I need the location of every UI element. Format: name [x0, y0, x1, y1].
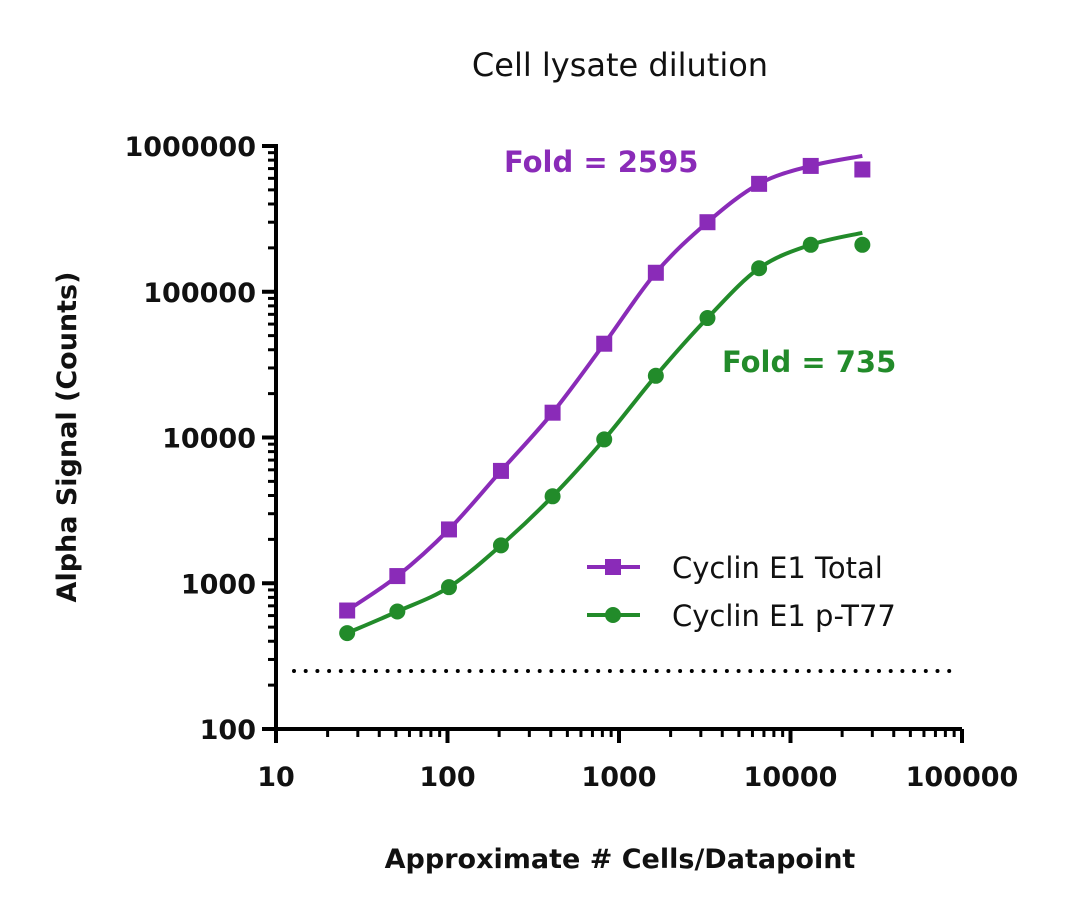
data-point-circle [647, 367, 664, 384]
legend-marker-square [605, 559, 621, 575]
legend-label-pt77: Cyclin E1 p-T77 [672, 599, 896, 633]
x-tick-label: 10 [257, 762, 295, 793]
legend-label-total: Cyclin E1 Total [672, 551, 883, 585]
data-point-circle [339, 625, 356, 642]
data-point-square [440, 521, 457, 538]
data-point-circle [544, 488, 561, 505]
legend-marker-circle [605, 607, 621, 623]
data-point-square [647, 264, 664, 281]
series-line-0 [346, 153, 863, 613]
y-tick-label: 1000 [181, 569, 256, 600]
x-tick-label: 10000 [744, 762, 838, 793]
data-point-circle [596, 431, 613, 448]
fold-annotation-total: Fold = 2595 [504, 145, 698, 179]
data-point-square [339, 602, 356, 619]
data-point-circle [389, 603, 406, 620]
data-point-square [544, 404, 561, 421]
y-tick-label: 100000 [143, 278, 256, 309]
y-tick-label: 10000 [162, 424, 256, 455]
data-point-circle [440, 579, 457, 596]
data-point-square [751, 175, 768, 192]
data-point-square [492, 462, 509, 479]
series-group [339, 153, 871, 642]
data-point-circle [699, 310, 716, 327]
y-tick-label: 1000000 [124, 132, 256, 163]
x-tick-label: 1000 [581, 762, 656, 793]
y-tick-label: 100 [200, 715, 256, 746]
data-point-square [389, 568, 406, 585]
fold-annotation-pt77: Fold = 735 [722, 345, 896, 379]
x-axis-label: Approximate # Cells/Datapoint [385, 844, 856, 875]
chart-title: Cell lysate dilution [472, 46, 768, 84]
data-point-circle [854, 236, 871, 253]
x-tick-label: 100000 [906, 762, 1019, 793]
data-point-square [596, 335, 613, 352]
legend: Cyclin E1 Total Cyclin E1 p-T77 [587, 551, 896, 633]
data-point-circle [802, 236, 819, 253]
data-point-circle [492, 537, 509, 554]
axes: 10 100 1000 10000 10000010010001000010000010… [124, 132, 1018, 793]
data-point-square [699, 214, 716, 231]
data-point-square [802, 157, 819, 174]
data-point-circle [751, 260, 768, 277]
y-axis-label: Alpha Signal (Counts) [52, 272, 83, 603]
x-tick-label: 100 [419, 762, 475, 793]
data-point-square [854, 161, 871, 178]
